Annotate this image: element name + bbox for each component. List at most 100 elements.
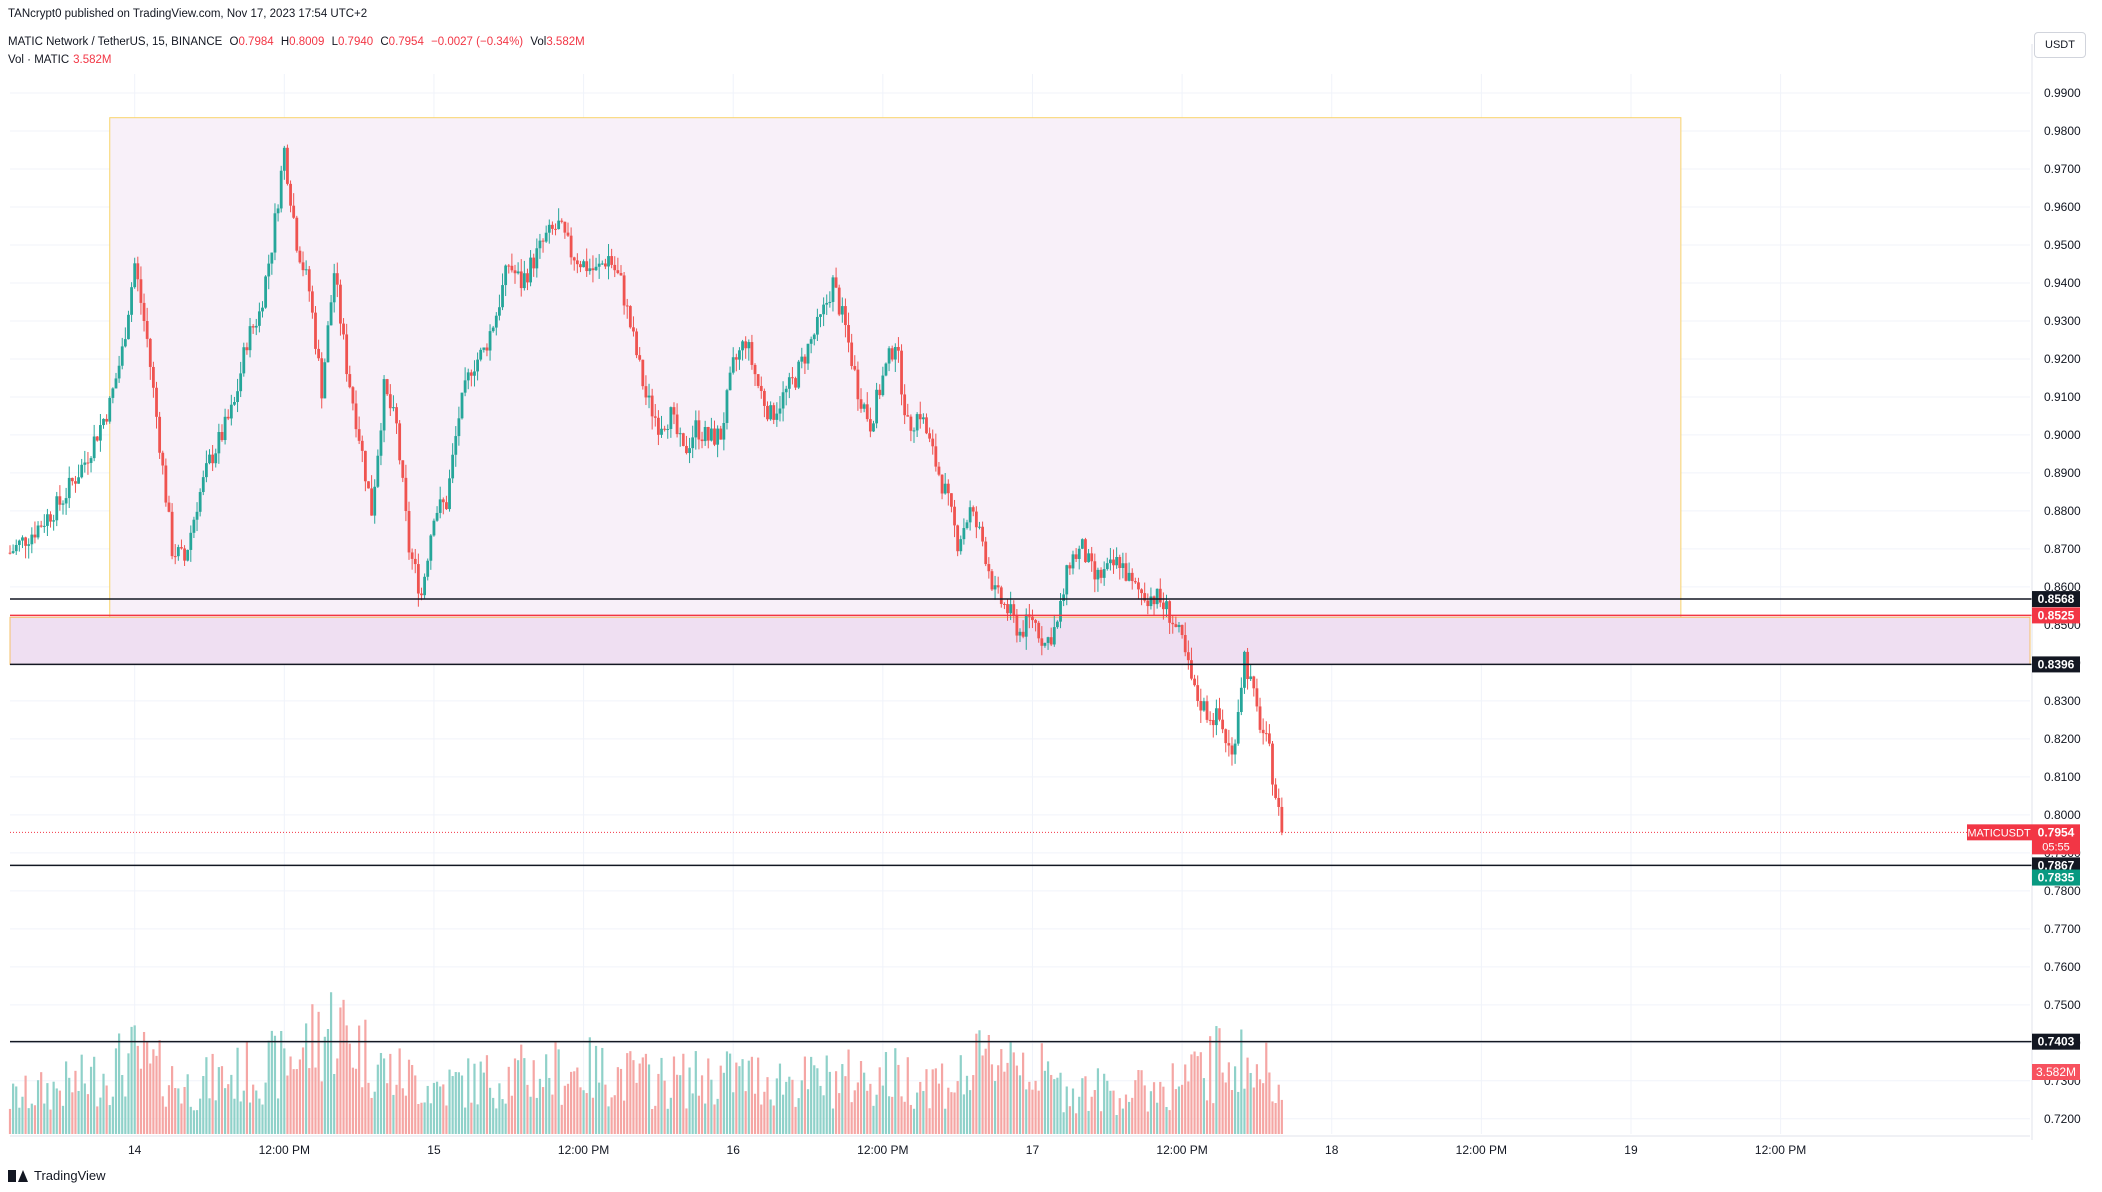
candle-body [120, 346, 124, 366]
symbol-tag: MATICUSDT [1967, 827, 2031, 839]
volume-bar [560, 1104, 563, 1134]
tradingview-logo-icon [8, 1169, 28, 1182]
volume-bar [666, 1108, 669, 1134]
volume-bar [912, 1108, 916, 1134]
volume-bar [58, 1090, 61, 1134]
candle-body [1112, 559, 1115, 566]
volume-bar [65, 1061, 68, 1134]
candle-body [890, 348, 894, 360]
candle-body [485, 347, 489, 351]
volume-bar [1268, 1072, 1271, 1134]
volume-bar [1249, 1072, 1252, 1134]
level-label: 0.8396 [2038, 657, 2075, 671]
volume-bar [1015, 1065, 1018, 1134]
volume-bar [411, 1065, 414, 1134]
volume-bar [36, 1080, 40, 1134]
candle-body [127, 314, 130, 340]
volume-bar [1218, 1028, 1221, 1134]
volume-bar [965, 1075, 969, 1134]
volume-legend[interactable]: Vol · MATIC 3.582M [8, 54, 112, 66]
candle-body [579, 264, 582, 268]
volume-bar [619, 1068, 623, 1134]
volume-indicator-label[interactable]: Vol · MATIC [8, 54, 70, 66]
volume-bar [476, 1104, 479, 1134]
volume-bar [931, 1069, 934, 1134]
candle-body [663, 428, 667, 430]
candle-body [363, 450, 367, 482]
candle-body [307, 269, 311, 292]
candle-body [233, 402, 236, 405]
volume-bar [710, 1079, 713, 1134]
symbol-name[interactable]: MATIC Network / TetherUS, 15, BINANCE [8, 36, 223, 48]
horizontal-levels[interactable] [10, 598, 2032, 1043]
volume-bar [1205, 1100, 1209, 1134]
volume-bar [142, 1031, 146, 1134]
volume-bar [688, 1067, 691, 1134]
volume-bar [245, 1041, 249, 1134]
candle-body [572, 257, 576, 261]
candle-body [812, 334, 816, 340]
y-tick-label: 0.9300 [2044, 314, 2081, 328]
candle-body [1118, 557, 1122, 568]
volume-bar [342, 999, 345, 1134]
volume-bar [551, 1094, 554, 1134]
candle-body [943, 483, 947, 494]
volume-bar [953, 1092, 956, 1134]
candle-body [635, 331, 638, 356]
volume-bar [389, 1053, 392, 1134]
volume-bar [997, 1065, 1000, 1134]
candle-body [479, 349, 483, 360]
volume-bar [990, 1064, 994, 1134]
volume-bar [1059, 1072, 1062, 1134]
candle-body [1093, 561, 1097, 580]
volume-bar [685, 1108, 688, 1134]
volume-bar [647, 1064, 651, 1134]
volume-bar [772, 1105, 775, 1134]
volume-bar [1106, 1080, 1109, 1134]
candle-body [625, 305, 629, 307]
volume-bar [470, 1102, 473, 1134]
volume-bar [1062, 1112, 1065, 1134]
candle-body [632, 327, 635, 332]
candle-body [136, 263, 140, 280]
volume-bar [925, 1069, 928, 1134]
candle-body [86, 462, 90, 464]
candle-body [416, 564, 420, 594]
candle-body [865, 404, 869, 420]
candle-body [454, 436, 458, 455]
candle-body [769, 405, 773, 420]
candle-body [647, 395, 651, 398]
candle-body [940, 474, 944, 494]
volume-bar [1143, 1085, 1146, 1134]
candle-body [831, 277, 835, 302]
volume-bar [1277, 1084, 1280, 1134]
volume-bar [495, 1108, 498, 1134]
symbol-legend[interactable]: MATIC Network / TetherUS, 15, BINANCE O0… [8, 36, 585, 48]
volume-bar [80, 1054, 83, 1134]
volume-bar [1137, 1070, 1140, 1134]
volume-bar [24, 1075, 27, 1134]
volume-bar [1156, 1102, 1159, 1134]
volume-bar [825, 1055, 828, 1134]
candle-body [457, 418, 461, 437]
candle-body [709, 428, 713, 441]
candle-body [1006, 604, 1009, 614]
candle-body [167, 502, 171, 512]
y-tick-label: 0.8700 [2044, 542, 2081, 556]
candle-body [83, 462, 87, 465]
volume-bar [305, 1023, 308, 1134]
footer[interactable]: TradingView [8, 1168, 106, 1183]
volume-bar [535, 1097, 538, 1134]
candle-body [114, 378, 118, 389]
volume-bar [501, 1099, 504, 1134]
change-value: −0.0027 (−0.34%) [431, 36, 524, 48]
high-value: 0.8009 [289, 36, 325, 48]
currency-button[interactable]: USDT [2034, 32, 2086, 58]
volume-bar [192, 1110, 196, 1134]
candle-body [1227, 743, 1231, 746]
candle-body [909, 416, 913, 431]
candle-body [317, 348, 321, 359]
candle-body [1221, 719, 1225, 730]
volume-bar [442, 1084, 445, 1134]
